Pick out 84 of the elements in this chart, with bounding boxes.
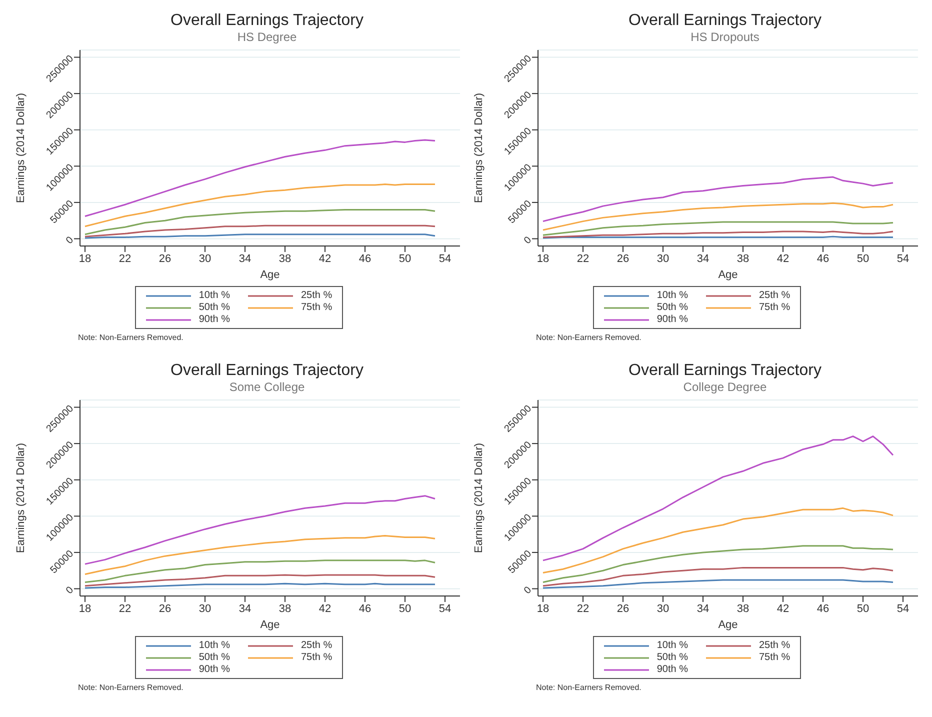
x-tick-label: 34 [238, 602, 252, 615]
x-tick-label: 26 [158, 602, 172, 615]
chart-subtitle: HS Degree [236, 30, 298, 44]
x-tick-label: 26 [158, 252, 172, 265]
x-tick-label: 42 [318, 602, 332, 615]
legend-label: 50th % [656, 652, 688, 663]
chart-subtitle: HS Dropouts [690, 30, 760, 44]
x-tick-label: 46 [358, 602, 372, 615]
chart-title: Overall Earnings Trajectory [628, 12, 822, 30]
x-tick-label: 38 [736, 602, 750, 615]
x-tick-label: 26 [616, 602, 630, 615]
chart-subtitle: Some College [228, 380, 306, 394]
text: Note: Non-Earners Removed. [78, 683, 184, 692]
x-tick-label: 50 [398, 252, 412, 265]
x-axis-title: Age [260, 269, 280, 281]
legend-label: 10th % [198, 290, 230, 301]
legend-label: 25th % [759, 640, 790, 651]
legend-label: 75th % [759, 652, 790, 663]
x-tick-label: 46 [816, 602, 830, 615]
y-axis-title: Earnings (2014 Dollar) [472, 442, 485, 553]
legend-label: 10th % [656, 640, 688, 651]
x-tick-label: 42 [776, 602, 790, 615]
text: Note: Non-Earners Removed. [536, 333, 642, 342]
x-tick-label: 38 [278, 602, 292, 615]
x-tick-label: 22 [118, 252, 132, 265]
x-tick-label: 34 [696, 252, 710, 265]
legend-label: 75th % [301, 302, 332, 313]
legend-label: 90th % [198, 314, 230, 325]
chart-title: Overall Earnings Trajectory [170, 362, 364, 380]
x-tick-label: 22 [118, 602, 132, 615]
legend-label: 25th % [759, 290, 790, 301]
y-tick-label: 0 [64, 234, 76, 247]
legend-label: 90th % [656, 664, 688, 675]
y-tick-label: 0 [522, 234, 534, 247]
x-tick-label: 54 [438, 602, 452, 615]
legend-label: 10th % [656, 290, 688, 301]
x-tick-label: 50 [856, 602, 870, 615]
legend-label: 50th % [198, 302, 230, 313]
x-tick-label: 18 [78, 252, 92, 265]
x-tick-label: 42 [318, 252, 332, 265]
legend-label: 50th % [198, 652, 230, 663]
x-tick-label: 30 [656, 252, 670, 265]
legend-label: 75th % [759, 302, 790, 313]
legend-label: 25th % [301, 290, 332, 301]
x-tick-label: 18 [536, 252, 550, 265]
text: Note: Non-Earners Removed. [536, 683, 642, 692]
legend-label: 10th % [198, 640, 230, 651]
x-tick-label: 18 [536, 602, 550, 615]
x-tick-label: 38 [278, 252, 292, 265]
x-tick-label: 34 [696, 602, 710, 615]
x-axis-title: Age [718, 269, 738, 281]
chart-title: Overall Earnings Trajectory [170, 12, 364, 30]
legend-label: 75th % [301, 652, 332, 663]
x-tick-label: 30 [656, 602, 670, 615]
legend-label: 25th % [301, 640, 332, 651]
x-tick-label: 50 [856, 252, 870, 265]
x-tick-label: 54 [896, 602, 910, 615]
x-axis-title: Age [718, 619, 738, 631]
x-tick-label: 42 [776, 252, 790, 265]
x-tick-label: 34 [238, 252, 252, 265]
legend-label: 90th % [656, 314, 688, 325]
y-axis-title: Earnings (2014 Dollar) [14, 442, 27, 553]
x-tick-label: 54 [438, 252, 452, 265]
legend-label: 50th % [656, 302, 688, 313]
text: Note: Non-Earners Removed. [78, 333, 184, 342]
x-tick-label: 26 [616, 252, 630, 265]
y-tick-label: 0 [522, 584, 534, 597]
y-axis-title: Earnings (2014 Dollar) [472, 92, 485, 203]
chart-title: Overall Earnings Trajectory [628, 362, 822, 380]
y-tick-label: 0 [64, 584, 76, 597]
x-tick-label: 54 [896, 252, 910, 265]
x-tick-label: 30 [198, 252, 212, 265]
legend-label: 90th % [198, 664, 230, 675]
chart-subtitle: College Degree [682, 380, 768, 394]
x-tick-label: 50 [398, 602, 412, 615]
x-tick-label: 46 [358, 252, 372, 265]
x-tick-label: 22 [576, 252, 590, 265]
x-tick-label: 22 [576, 602, 590, 615]
y-axis-title: Earnings (2014 Dollar) [14, 92, 27, 203]
x-axis-title: Age [260, 619, 280, 631]
x-tick-label: 30 [198, 602, 212, 615]
x-tick-label: 38 [736, 252, 750, 265]
x-tick-label: 18 [78, 602, 92, 615]
x-tick-label: 46 [816, 252, 830, 265]
